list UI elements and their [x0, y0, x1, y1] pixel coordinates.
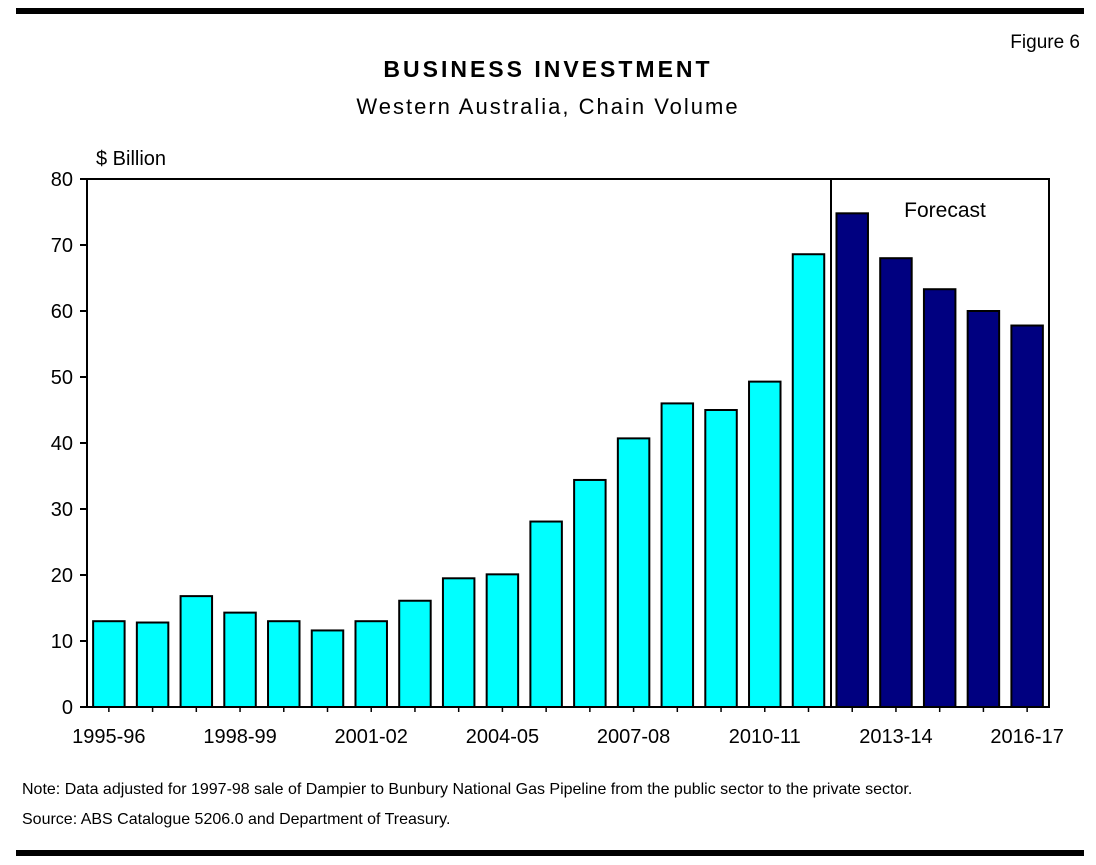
- bar-chart: $ Billion Forecast 0 10 20 30 40 50 60 70 80 199…: [51, 148, 1064, 748]
- x-tick-label: 2013-14: [859, 726, 932, 748]
- bar-actual-2009-10: [704, 409, 738, 708]
- bar-actual-2001-02: [354, 620, 388, 709]
- x-axis: 1995-96 1998-99 2001-02 2004-05 2007-08 2010-…: [72, 707, 1064, 748]
- y-tick-label: 80: [51, 169, 73, 191]
- bar-forecast-2013-14: [879, 257, 913, 708]
- chart-title: BUSINESS INVESTMENT: [383, 56, 713, 82]
- y-axis: 0 10 20 30 40 50 60 70 80: [51, 169, 87, 719]
- x-tick-label: 2016-17: [990, 726, 1063, 748]
- x-tick-label: 2010-11: [729, 726, 801, 748]
- bar-forecast-2014-15: [922, 288, 957, 708]
- chart-subtitle: Western Australia, Chain Volume: [356, 94, 740, 119]
- bar-actual-2008-09: [660, 402, 695, 708]
- bar-actual-1997-98: [179, 595, 214, 708]
- x-tick-label: 1998-99: [203, 726, 276, 748]
- x-tick-label: 2004-05: [466, 726, 539, 748]
- y-tick-label: 30: [51, 499, 73, 521]
- bar-actual-2005-06: [529, 520, 563, 708]
- y-axis-label: $ Billion: [96, 148, 166, 170]
- bar-actual-1999-00: [267, 620, 301, 709]
- y-tick-label: 20: [51, 565, 73, 587]
- bar-actual-2011-12: [791, 253, 826, 709]
- bar-forecast-2012-13: [835, 212, 869, 708]
- bar-actual-2004-05: [485, 573, 520, 709]
- bar-actual-1998-99: [223, 611, 257, 708]
- y-tick-label: 0: [62, 697, 73, 719]
- y-tick-label: 10: [51, 631, 73, 653]
- bar-actual-2000-01: [310, 629, 345, 708]
- bar-actual-2002-03: [398, 599, 432, 708]
- note-text: Note: Data adjusted for 1997-98 sale of …: [22, 781, 913, 798]
- bars-group: [92, 212, 1044, 709]
- y-tick-label: 70: [51, 235, 73, 257]
- y-tick-label: 60: [51, 301, 73, 323]
- bar-actual-2003-04: [441, 577, 476, 708]
- x-tick-label: 2001-02: [335, 726, 408, 748]
- y-tick-label: 50: [51, 367, 73, 389]
- y-tick-label: 40: [51, 433, 73, 455]
- bar-actual-1995-96: [92, 620, 126, 709]
- bar-actual-2010-11: [748, 380, 782, 708]
- forecast-label: Forecast: [904, 199, 986, 222]
- x-tick-label: 1995-96: [72, 726, 145, 748]
- bar-forecast-2016-17: [1010, 324, 1044, 708]
- top-rule: [16, 8, 1084, 14]
- bar-actual-2006-07: [573, 478, 607, 708]
- x-tick-label: 2007-08: [597, 726, 670, 748]
- figure-label: Figure 6: [1010, 32, 1080, 53]
- bar-actual-2007-08: [616, 437, 651, 708]
- bottom-rule: [16, 850, 1084, 856]
- bar-actual-1996-97: [135, 621, 170, 709]
- source-text: Source: ABS Catalogue 5206.0 and Departm…: [22, 811, 451, 828]
- bar-forecast-2015-16: [966, 310, 1001, 708]
